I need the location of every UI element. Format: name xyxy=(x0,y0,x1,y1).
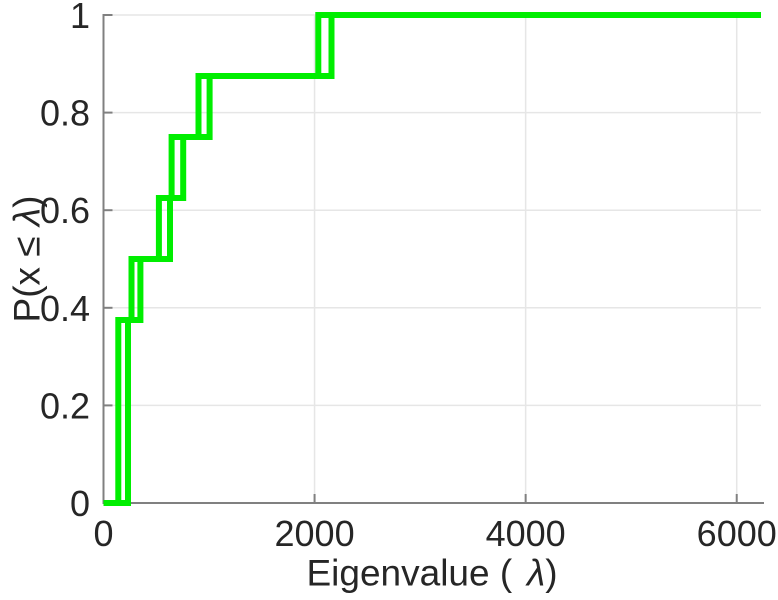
y-tick-label: 0.2 xyxy=(40,385,90,426)
y-tick-label: 0.4 xyxy=(40,288,90,329)
x-tick-label: 6000 xyxy=(697,513,777,554)
y-tick-label: 0.6 xyxy=(40,190,90,231)
y-tick-label: 0.8 xyxy=(40,93,90,134)
x-tick-label: 2000 xyxy=(275,513,355,554)
x-tick-label: 4000 xyxy=(486,513,566,554)
y-axis-label-text: P(x ≤ xyxy=(6,226,48,323)
ecdf-curve-1 xyxy=(103,12,761,506)
x-axis-label-text: Eigenvalue ( xyxy=(306,552,513,594)
y-axis-label-close: ) xyxy=(6,195,48,208)
y-tick-label: 0 xyxy=(70,483,90,524)
x-axis-label-close: ) xyxy=(545,552,558,594)
ecdf-curve-2 xyxy=(103,12,761,506)
y-axis-label: P(x ≤ λ) xyxy=(6,195,48,323)
lambda-symbol: λ xyxy=(526,552,546,594)
y-tick-label: 1 xyxy=(70,0,90,36)
x-tick-label: 0 xyxy=(93,513,113,554)
lambda-symbol: λ xyxy=(6,207,48,227)
x-axis-label: Eigenvalue ( λ) xyxy=(306,555,557,592)
